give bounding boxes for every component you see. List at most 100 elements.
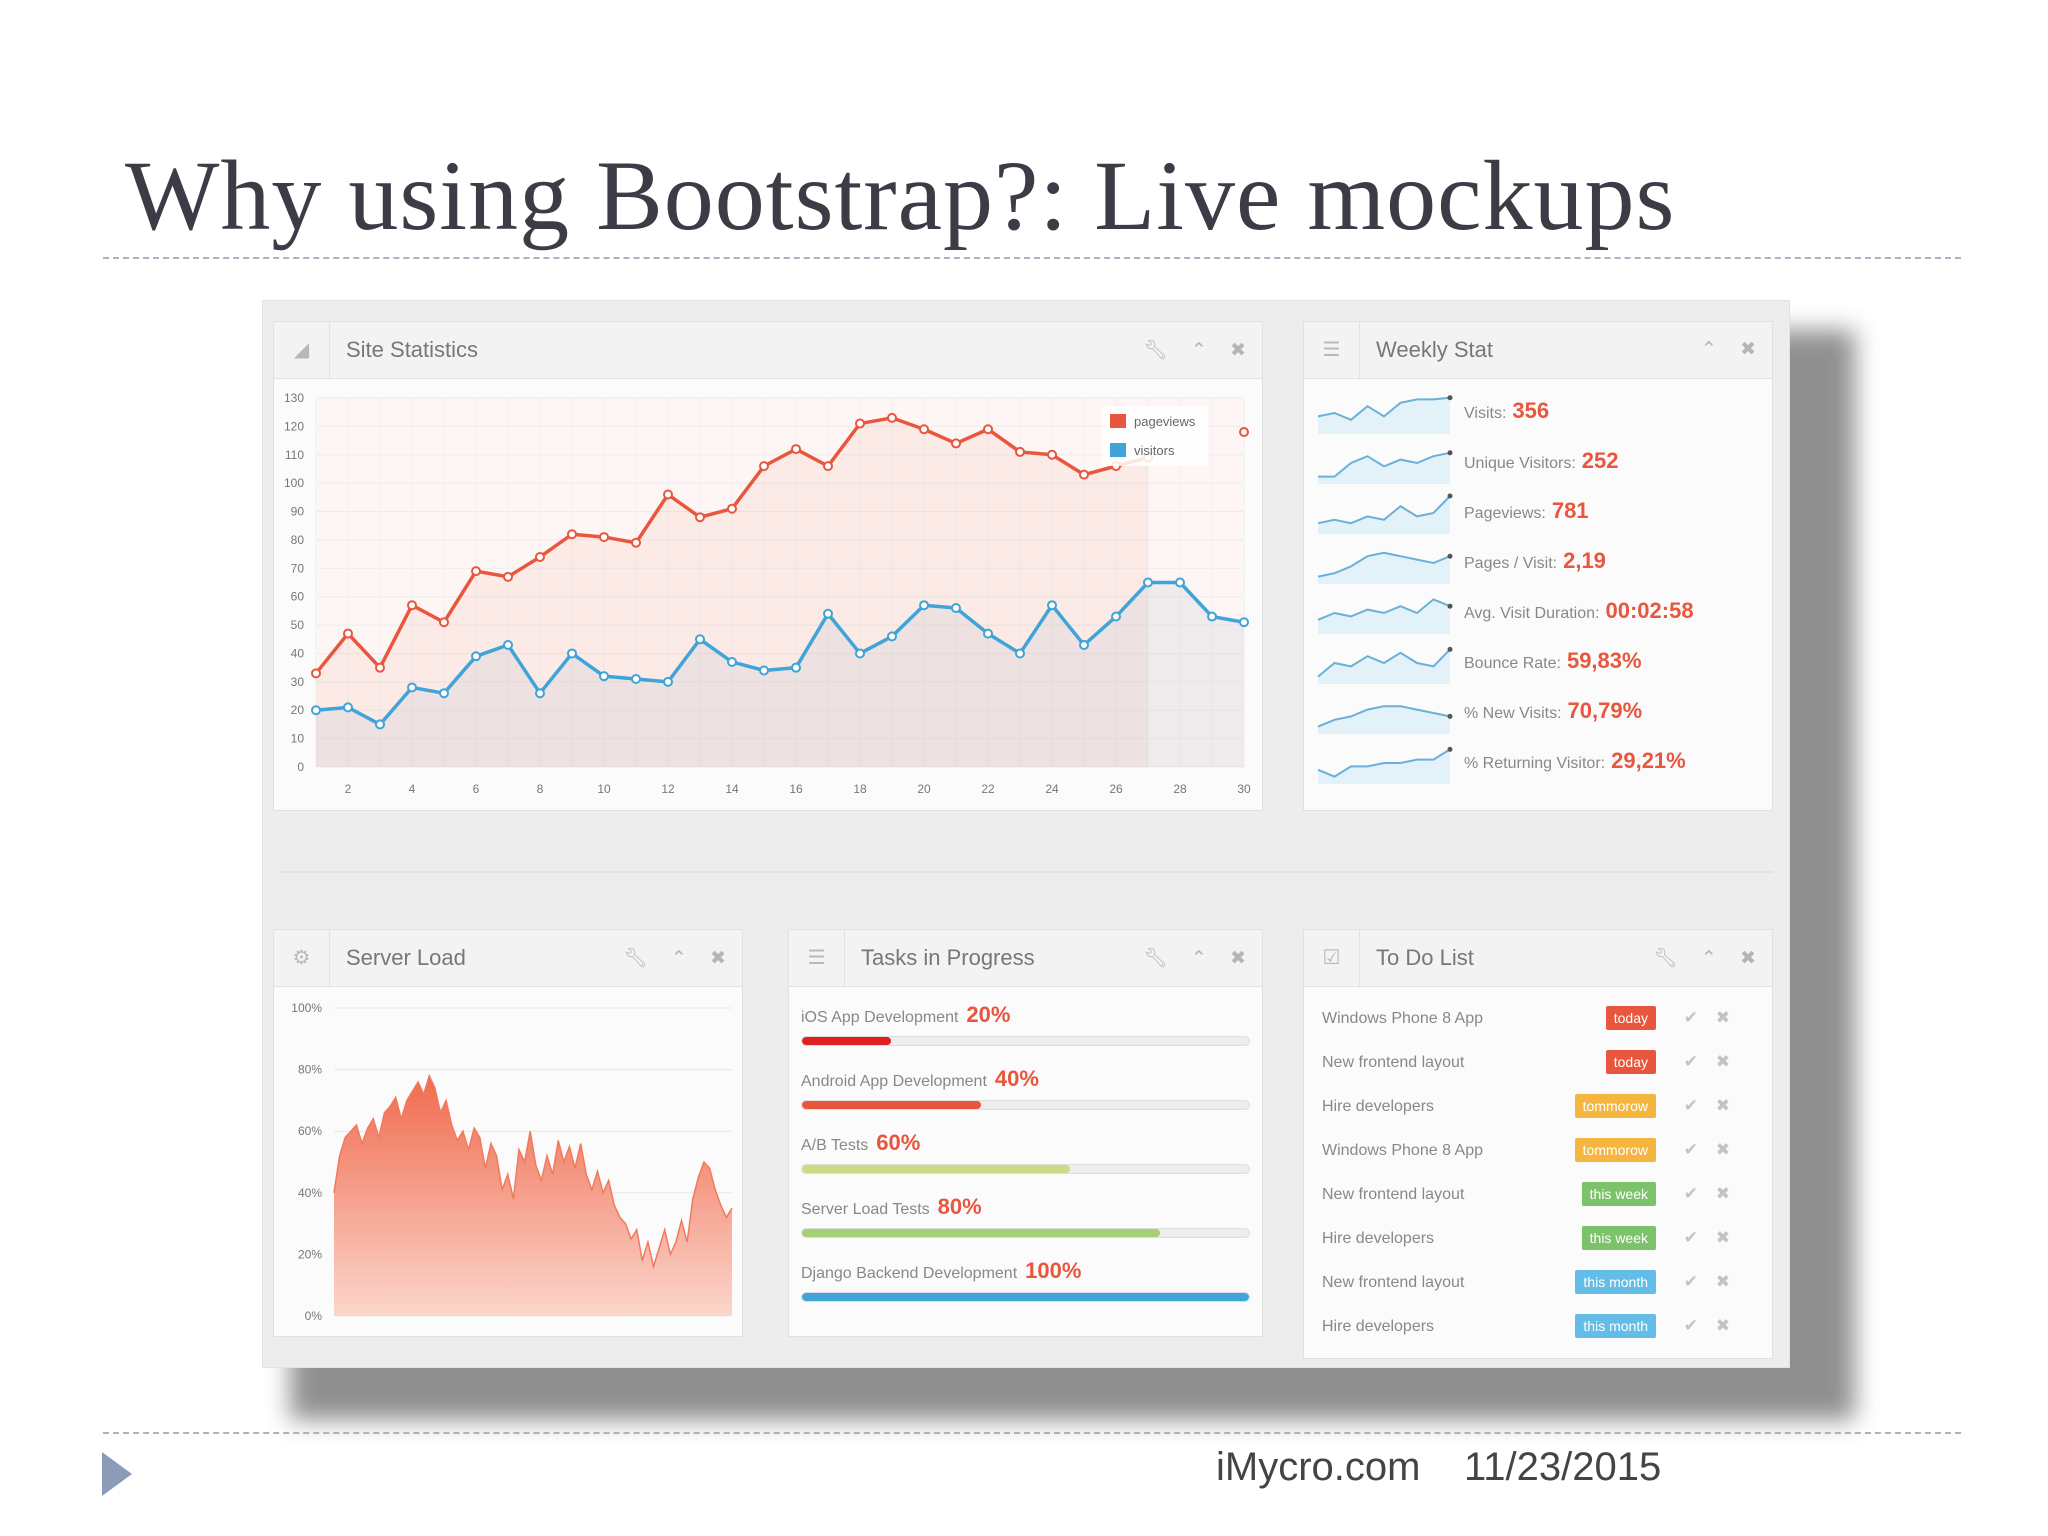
check-icon[interactable]: ✔ [1683,1008,1698,1027]
sparkline [1317,598,1453,634]
y-tick-label: 70 [291,561,305,575]
y-tick-label: 100% [291,1001,322,1015]
chevron-up-icon[interactable]: ⌃ [1700,339,1717,360]
data-point-visitors[interactable] [407,682,417,693]
chevron-up-icon[interactable]: ⌃ [1190,340,1207,361]
close-icon[interactable]: ✖ [1230,340,1246,361]
delete-icon[interactable]: ✖ [1715,1052,1730,1071]
data-point-visitors[interactable] [567,648,577,659]
data-point-pageviews[interactable] [343,628,353,639]
sparkline-area [1318,452,1450,484]
data-point-visitors[interactable] [727,656,737,667]
check-icon[interactable]: ✔ [1683,1228,1698,1247]
data-point-pageviews[interactable] [1015,446,1025,457]
data-point-pageviews[interactable] [599,532,609,543]
data-point-visitors[interactable] [759,665,769,676]
data-point-pageviews[interactable] [471,566,481,577]
data-point-pageviews[interactable] [791,444,801,455]
wrench-icon[interactable]: 🔧︎ [1143,340,1168,361]
data-point-visitors[interactable] [663,676,673,687]
data-point-visitors[interactable] [1239,617,1249,628]
data-point-visitors[interactable] [983,628,993,639]
data-point-visitors[interactable] [631,674,641,685]
data-point-pageviews[interactable] [663,489,673,500]
data-point-visitors[interactable] [887,631,897,642]
delete-icon[interactable]: ✖ [1715,1096,1730,1115]
data-point-visitors[interactable] [375,719,385,730]
x-tick-label: 12 [661,782,675,796]
data-point-pageviews[interactable] [407,600,417,611]
data-point-pageviews[interactable] [919,424,929,435]
check-icon[interactable]: ✔ [1683,1272,1698,1291]
wrench-icon[interactable]: 🔧︎ [1143,948,1168,969]
data-point-pageviews[interactable] [695,512,705,523]
widget-body: iOS App Development 20% Android App Develo… [789,988,1262,1336]
data-point-visitors[interactable] [1015,648,1025,659]
sparkline-area [1318,599,1450,634]
data-point-visitors[interactable] [823,608,833,619]
data-point-visitors[interactable] [791,662,801,673]
data-point-pageviews[interactable] [1079,469,1089,480]
data-point-pageviews[interactable] [951,438,961,449]
legend-label: pageviews [1134,414,1196,429]
data-point-pageviews[interactable] [823,461,833,472]
check-icon[interactable]: ✔ [1683,1316,1698,1335]
data-point-pageviews[interactable] [535,551,545,562]
data-point-visitors[interactable] [1175,577,1185,588]
sparkline-end-point [1447,646,1453,652]
data-point-visitors[interactable] [535,688,545,699]
data-point-visitors[interactable] [695,634,705,645]
data-point-pageviews[interactable] [983,424,993,435]
close-icon[interactable]: ✖ [1740,948,1756,969]
data-point-visitors[interactable] [343,702,353,713]
data-point-visitors[interactable] [855,648,865,659]
series-area-pageviews [316,417,1148,767]
data-point-pageviews[interactable] [759,461,769,472]
data-point-visitors[interactable] [1047,600,1057,611]
wrench-icon[interactable]: 🔧︎ [1653,948,1678,969]
data-point-pageviews[interactable] [567,529,577,540]
data-point-pageviews[interactable] [311,668,321,679]
data-point-visitors[interactable] [919,600,929,611]
data-point-visitors[interactable] [951,603,961,614]
data-point-visitors[interactable] [599,671,609,682]
data-point-visitors[interactable] [439,688,449,699]
data-point-pageviews[interactable] [855,418,865,429]
task-percent: 60% [876,1130,921,1155]
wrench-icon[interactable]: 🔧︎ [623,948,648,969]
check-icon[interactable]: ✔ [1683,1184,1698,1203]
close-icon[interactable]: ✖ [1740,339,1756,360]
check-icon[interactable]: ✔ [1683,1052,1698,1071]
check-icon[interactable]: ✔ [1683,1140,1698,1159]
data-point-visitors[interactable] [471,651,481,662]
close-icon[interactable]: ✖ [710,948,726,969]
delete-icon[interactable]: ✖ [1715,1228,1730,1247]
y-tick-label: 90 [291,505,305,519]
data-point-visitors[interactable] [1207,611,1217,622]
delete-icon[interactable]: ✖ [1715,1008,1730,1027]
delete-icon[interactable]: ✖ [1715,1140,1730,1159]
data-point-pageviews[interactable] [1047,449,1057,460]
delete-icon[interactable]: ✖ [1715,1316,1730,1335]
close-icon[interactable]: ✖ [1230,948,1246,969]
data-point-pageviews[interactable] [375,662,385,673]
data-point-pageviews[interactable] [439,617,449,628]
data-point-visitors[interactable] [503,639,513,650]
data-point-visitors[interactable] [1143,577,1153,588]
chevron-up-icon[interactable]: ⌃ [670,948,687,969]
chevron-up-icon[interactable]: ⌃ [1190,948,1207,969]
data-point-pageviews[interactable] [727,503,737,514]
data-point-pageviews[interactable] [887,412,897,423]
data-point-visitors[interactable] [1111,611,1121,622]
data-point-pageviews[interactable] [1239,427,1249,438]
data-point-pageviews[interactable] [631,537,641,548]
data-point-visitors[interactable] [1079,639,1089,650]
delete-icon[interactable]: ✖ [1715,1272,1730,1291]
check-icon[interactable]: ✔ [1683,1096,1698,1115]
delete-icon[interactable]: ✖ [1715,1184,1730,1203]
bottom-divider [103,1432,1961,1434]
data-point-visitors[interactable] [311,705,321,716]
weekly-stat-text: % Returning Visitor: 29,21% [1464,748,1686,774]
chevron-up-icon[interactable]: ⌃ [1700,948,1717,969]
data-point-pageviews[interactable] [503,571,513,582]
